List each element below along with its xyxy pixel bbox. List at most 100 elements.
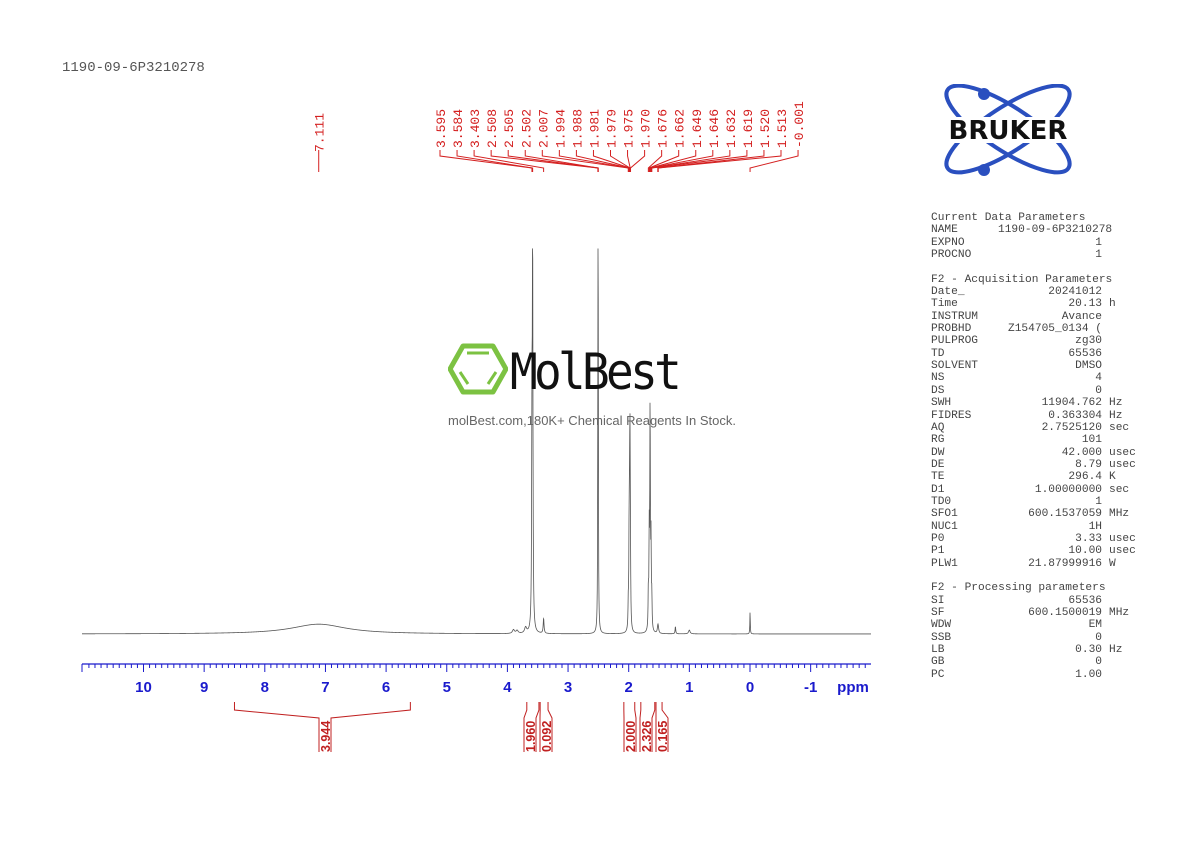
param-key: NS	[931, 372, 945, 385]
param-row-instrum: INSTRUM Avance	[931, 311, 1151, 323]
param-unit: W	[1109, 557, 1116, 570]
param-key: LB	[931, 644, 945, 657]
param-value: 600.1500019	[1028, 607, 1102, 619]
peak-label-connector	[650, 150, 731, 172]
integral-bracket	[651, 702, 656, 752]
x-tick-label: 8	[261, 679, 269, 696]
param-unit: sec	[1109, 483, 1130, 496]
param-unit: Hz	[1109, 409, 1123, 422]
bruker-logo: BRUKER	[924, 84, 1092, 176]
param-key: FIDRES	[931, 409, 972, 422]
param-key: Date_	[931, 286, 965, 299]
param-value: 0.30	[1075, 644, 1102, 657]
peak-label: 2.502	[519, 109, 534, 148]
param-row-gb: GB 0	[931, 656, 1151, 668]
molbest-watermark: MolBest molBest.com,180K+ Chemical Reage…	[448, 340, 748, 435]
param-key: P1	[931, 545, 945, 558]
param-row-probhd: PROBHD Z154705_0134 (	[931, 323, 1151, 335]
benzene-icon	[448, 343, 508, 395]
current-params-header: Current Data Parameters	[931, 212, 1086, 224]
param-row-ds: DS 0	[931, 385, 1151, 397]
bruker-logo-text: BRUKER	[949, 116, 1068, 146]
peak-label-connector	[649, 150, 714, 172]
param-value: 1.00000000	[1034, 483, 1102, 496]
peak-label-connector	[456, 150, 534, 172]
param-row-plw1: PLW1 21.87999916 W	[931, 558, 1151, 570]
param-value: 65536	[1068, 347, 1102, 360]
integral-bracket	[634, 702, 637, 752]
spectrum	[82, 248, 871, 635]
param-key: DW	[931, 446, 945, 459]
spectrum-trace	[82, 248, 871, 635]
peak-labels: 7.111 3.595 3.584 3.403 2.508 2.505 2.502 2.007…	[313, 101, 807, 172]
param-key: Time	[931, 298, 958, 311]
integral-value: 2.326	[640, 721, 654, 752]
param-key: SI	[931, 594, 945, 607]
param-value: 20241012	[1048, 286, 1102, 299]
param-value: 0.363304	[1048, 409, 1102, 422]
param-value: DMSO	[1075, 360, 1102, 373]
param-key: TD	[931, 347, 945, 360]
param-row-sfo1: SFO1 600.1537059 MHz	[931, 508, 1151, 520]
param-row-nuc1: NUC1 1H	[931, 521, 1151, 533]
param-row-te: TE 296.4 K	[931, 471, 1151, 483]
peak-label-connector	[473, 150, 545, 172]
param-unit: MHz	[1109, 607, 1130, 619]
param-key: PC	[931, 668, 945, 681]
integral-value: 1.960	[524, 721, 538, 752]
acq-params-header: F2 - Acquisition Parameters	[931, 273, 1113, 286]
param-value: 0	[1095, 656, 1102, 669]
param-value: 11904.762	[1041, 397, 1102, 410]
param-key: PULPROG	[931, 335, 978, 348]
param-row-sf: SF 600.1500019 MHz	[931, 607, 1151, 619]
integral: 2.326	[639, 702, 656, 752]
param-unit: K	[1109, 471, 1116, 484]
param-key: GB	[931, 656, 945, 669]
param-unit: usec	[1109, 545, 1136, 558]
param-row-p0: P0 3.33 usec	[931, 533, 1151, 545]
param-value: 1H	[1088, 520, 1102, 533]
x-tick-label: 10	[135, 679, 152, 696]
param-row-aq: AQ 2.7525120 sec	[931, 422, 1151, 434]
param-row-solvent: SOLVENT DMSO	[931, 360, 1151, 372]
param-value: 1.00	[1075, 668, 1102, 681]
param-row-d1: D1 1.00000000 sec	[931, 484, 1151, 496]
param-value: 0	[1095, 384, 1102, 397]
peak-label-connector	[657, 150, 782, 172]
integral-bracket	[661, 702, 669, 752]
param-key: TE	[931, 471, 945, 484]
peak-label: 2.505	[502, 109, 517, 148]
param-value: 21.87999916	[1028, 557, 1102, 570]
param-value: 1190-09-6P3210278	[998, 224, 1113, 237]
param-value: 1	[1095, 236, 1102, 249]
param-unit: usec	[1109, 458, 1136, 471]
x-tick-label: 1	[685, 679, 693, 696]
peak-label: 1.970	[639, 109, 654, 148]
param-key: INSTRUM	[931, 310, 978, 323]
integral-bracket	[233, 702, 320, 752]
integral: 3.944	[233, 702, 411, 752]
param-value: Z154705_0134 (	[1008, 323, 1102, 336]
param-row-wdw: WDW EM	[931, 619, 1151, 631]
param-value: 3.33	[1075, 532, 1102, 545]
param-value: 8.79	[1075, 458, 1102, 471]
param-value: 1	[1095, 249, 1102, 262]
integral: 0.165	[655, 702, 670, 752]
param-key: WDW	[931, 619, 952, 632]
param-row-td: TD 65536	[931, 348, 1151, 360]
param-key: EXPNO	[931, 236, 965, 249]
peak-label: 1.520	[758, 109, 773, 148]
integral: 0.092	[539, 702, 554, 752]
param-row-td0: TD0 1	[931, 496, 1151, 508]
spectrum-title: 1190-09-6P3210278	[62, 60, 205, 76]
x-tick-label: 0	[746, 679, 754, 696]
param-unit: sec	[1109, 421, 1130, 434]
integral-value: 0.165	[656, 721, 670, 752]
param-unit: Hz	[1109, 644, 1123, 657]
param-row-ssb: SSB 0	[931, 632, 1151, 644]
peak-label: 3.584	[451, 109, 466, 148]
param-key: SOLVENT	[931, 360, 978, 373]
peak-label-connector	[439, 150, 533, 172]
peak-label-connector	[575, 150, 630, 172]
param-value: 101	[1081, 434, 1102, 447]
